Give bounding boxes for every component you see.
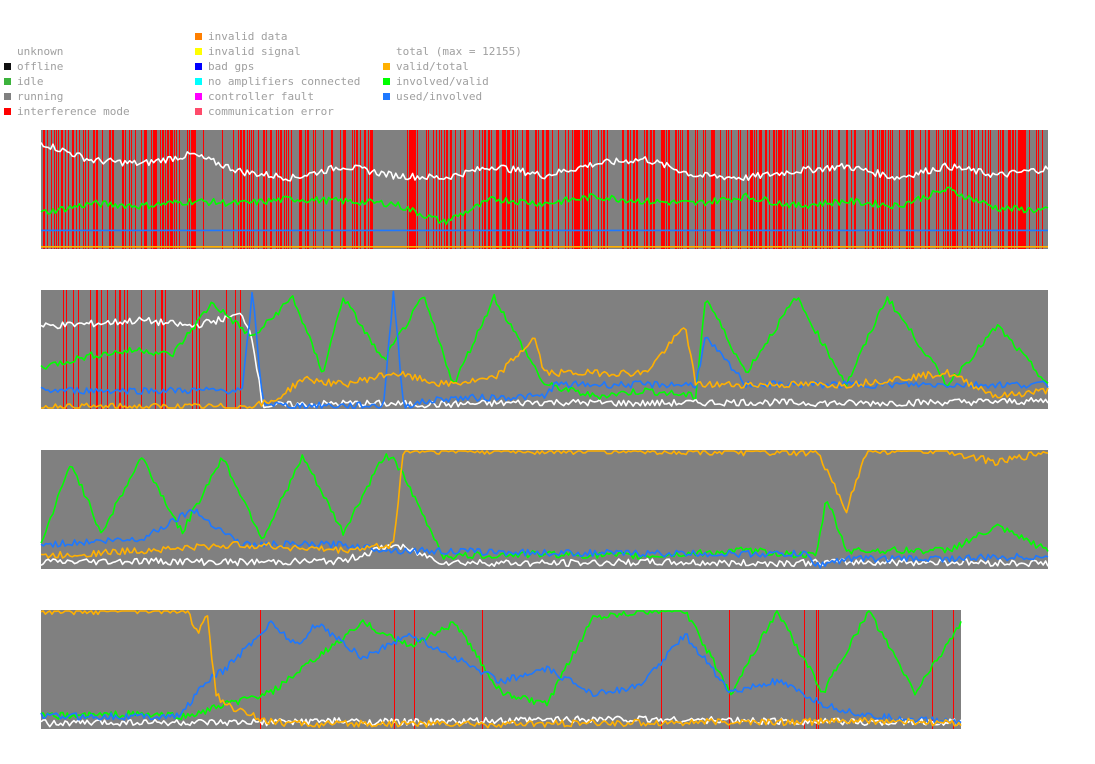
legend-item: valid/total: [383, 59, 543, 74]
legend-item: invalid data: [195, 29, 385, 44]
legend-item: invalid signal: [195, 44, 385, 59]
panel-background: [41, 130, 1048, 249]
legend-swatch: [195, 48, 202, 55]
legend-item: total (max = 12155): [383, 44, 543, 59]
legend-item: no amplifiers connected: [195, 74, 385, 89]
series-usedinvolved-line: [40, 620, 962, 726]
series-total-line: [40, 142, 1049, 182]
legend-item: interference mode: [4, 104, 184, 119]
legend-swatch: [4, 93, 11, 100]
series-validtotal-line: [40, 450, 1049, 559]
legend-label: communication error: [208, 105, 334, 118]
legend-item: idle: [4, 74, 184, 89]
legend-item: bad gps: [195, 59, 385, 74]
chart-panel-2: [40, 290, 1049, 409]
legend-label: controller fault: [208, 90, 314, 103]
chart-panel-3: [40, 450, 1049, 569]
series-total-line: [40, 312, 1049, 409]
legend-label: interference mode: [17, 105, 130, 118]
legend-item: used/involved: [383, 89, 543, 104]
legend-column-errors: invalid data invalid signal bad gps no ampl…: [195, 29, 385, 119]
legend-label: idle: [17, 75, 44, 88]
legend-label: unknown: [17, 45, 64, 58]
legend-column-status: unknown offline idle running interference mo…: [4, 44, 184, 119]
legend-swatch: [195, 108, 202, 115]
legend-label: bad gps: [208, 60, 255, 73]
series-usedinvolved-line: [40, 290, 1049, 409]
legend-label: running: [17, 90, 64, 103]
legend-swatch: [195, 33, 202, 40]
legend-label: invalid signal: [208, 45, 301, 58]
legend-item: offline: [4, 59, 184, 74]
legend-swatch: [383, 78, 390, 85]
legend-item: running: [4, 89, 184, 104]
legend-swatch: [195, 78, 202, 85]
legend-item: unknown: [4, 44, 184, 59]
legend-swatch: [195, 93, 202, 100]
legend-swatch: [383, 93, 390, 100]
legend-swatch: [383, 63, 390, 70]
series-total-line: [40, 715, 962, 728]
legend-label: total (max = 12155): [396, 45, 522, 58]
series-total-line: [40, 543, 1049, 568]
series-involvedvalid-line: [40, 453, 1049, 560]
panel-background: [41, 610, 961, 729]
legend-label: involved/valid: [396, 75, 489, 88]
legend-swatch: [4, 78, 11, 85]
legend-swatch: [4, 63, 11, 70]
interference-stripes: [260, 610, 954, 729]
legend-item: controller fault: [195, 89, 385, 104]
series-involvedvalid-line: [40, 293, 1049, 400]
legend-item: communication error: [195, 104, 385, 119]
legend-swatch: [195, 63, 202, 70]
legend-label: offline: [17, 60, 64, 73]
series-validtotal-line: [40, 610, 962, 729]
legend-label: invalid data: [208, 30, 288, 43]
legend-label: used/involved: [396, 90, 483, 103]
legend-column-ratios: total (max = 12155) valid/total involved/v…: [383, 44, 543, 104]
legend-label: no amplifiers connected: [208, 75, 361, 88]
series-involvedvalid-line: [40, 610, 962, 721]
legend-label: valid/total: [396, 60, 469, 73]
series-usedinvolved-line: [40, 508, 1049, 569]
interference-stripes: [43, 130, 1043, 249]
series-validtotal-line: [41, 327, 1049, 409]
legend-swatch: [4, 108, 11, 115]
series-involvedvalid-line: [40, 186, 1049, 226]
legend-item: involved/valid: [383, 74, 543, 89]
chart-panel-1: [40, 130, 1049, 249]
chart-panel-4: [40, 610, 962, 729]
